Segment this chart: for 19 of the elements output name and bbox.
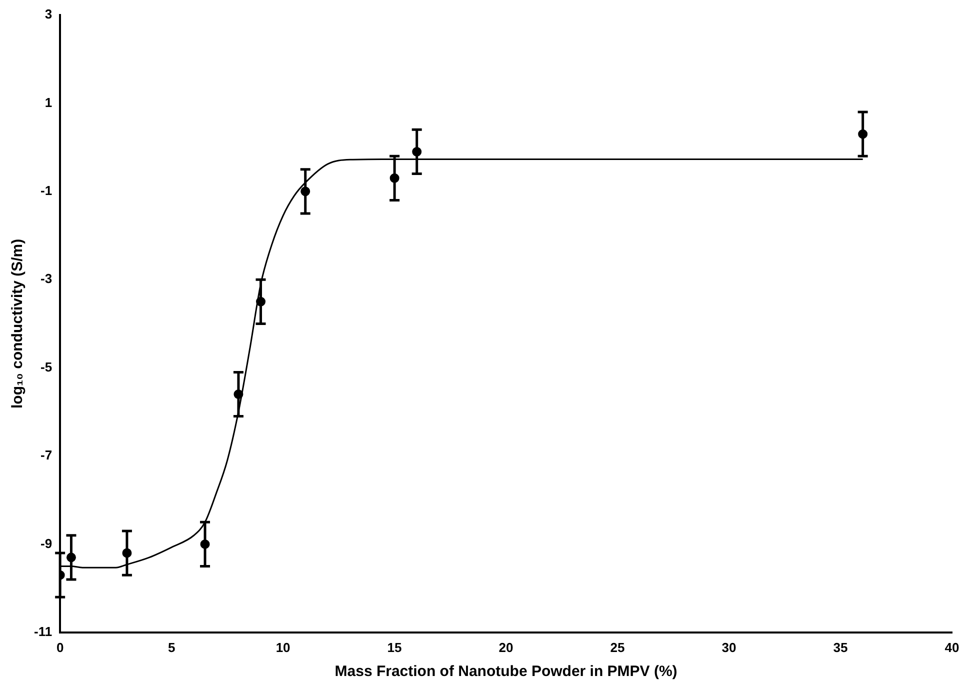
x-tick-label: 0 [56,640,64,655]
y-tick-label: -5 [40,359,52,374]
x-tick-label: 25 [610,640,625,655]
x-tick-label: 5 [168,640,176,655]
y-tick-label: -7 [40,448,52,463]
y-tick-label: -3 [40,271,52,286]
y-tick-label: 3 [44,6,52,22]
y-axis-title: log₁₀ conductivity (S/m) [9,238,26,409]
x-tick-label: 15 [387,640,402,655]
y-tick-label: -11 [34,624,52,639]
y-tick-label: -9 [40,536,52,551]
y-tick-label: 1 [44,94,52,110]
x-tick-label: 40 [944,640,960,655]
x-tick-label: 10 [276,640,290,655]
x-tick-label: 35 [833,640,848,655]
x-tick-label: 30 [722,640,736,655]
x-tick-label: 20 [498,640,514,655]
y-tick-label: -1 [40,182,52,198]
x-axis-title: Mass Fraction of Nanotube Powder in PMPV (%) [334,663,678,680]
